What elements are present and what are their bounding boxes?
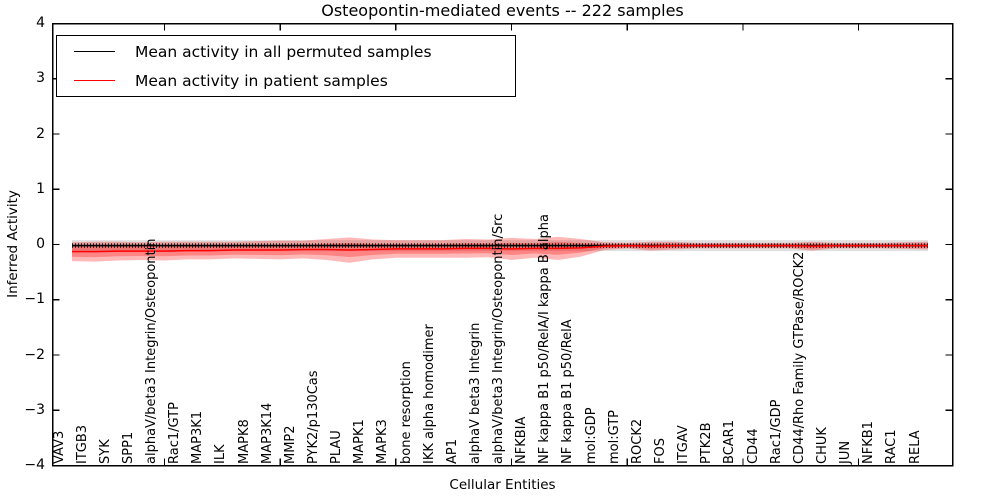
x-category-label: CHUK [814, 427, 830, 464]
y-tick-label: −2 [24, 346, 45, 363]
y-tick-label: −3 [24, 401, 45, 418]
x-category-label: ITGB3 [74, 424, 90, 464]
x-category-label: VAV3 [51, 430, 67, 464]
x-category-label: SPP1 [120, 431, 136, 464]
patient-std-band-outer [72, 236, 928, 263]
x-category-label: FOS [653, 438, 668, 464]
y-tick-label: 2 [36, 125, 45, 142]
x-category-label: PTK2B [699, 422, 715, 465]
x-category-label: alphaV/beta3 Integrin/Osteopontin/Src [491, 213, 507, 464]
y-tick-label: 1 [36, 180, 45, 197]
chart-title: Osteopontin-mediated events -- 222 sampl… [321, 1, 684, 20]
legend-item-permuted: Mean activity in all permuted samples [57, 37, 515, 66]
x-category-label: bone resorption [398, 361, 414, 464]
x-category-label: alphaV/beta3 Integrin/Osteopontin [144, 238, 160, 464]
x-category-label: CD44/Rho Family GTPase/ROCK2 [791, 251, 807, 464]
patient-line-sample-icon [74, 80, 115, 81]
x-category-label: SYK [97, 439, 113, 464]
x-category-label: ROCK2 [629, 418, 645, 464]
x-category-label: alphaV beta3 Integrin [467, 322, 483, 464]
legend: Mean activity in all permuted samples Me… [56, 35, 516, 97]
y-tick-label: 4 [36, 15, 45, 31]
x-category-label: MAPK8 [236, 419, 252, 464]
x-category-label: AP1 [444, 438, 460, 464]
legend-label-patient: Mean activity in patient samples [135, 71, 388, 90]
x-category-label: NFKB1 [861, 421, 877, 464]
x-category-label: Rac1/GDP [768, 399, 784, 464]
patient-mean-line [72, 244, 928, 253]
x-category-label: NFKBIA [514, 416, 530, 464]
x-category-label: JUN [838, 440, 854, 464]
x-category-label: MAP3K14 [259, 402, 275, 464]
x-category-label: IKK alpha homodimer [421, 324, 437, 464]
x-category-label: ILK [213, 444, 229, 464]
y-tick-label: 0 [36, 236, 45, 252]
x-category-label: MAP3K1 [190, 410, 206, 464]
x-category-label: CD44 [745, 428, 761, 464]
legend-label-permuted: Mean activity in all permuted samples [135, 42, 432, 61]
x-category-label: MAPK3 [375, 419, 391, 464]
x-category-label: ITGAV [676, 425, 692, 464]
x-category-label: MAPK1 [352, 419, 368, 464]
x-category-label: PLAU [329, 430, 345, 464]
x-category-label: mol:GDP [583, 407, 599, 464]
y-tick-label: −1 [24, 291, 45, 308]
x-category-label: RAC1 [884, 429, 900, 464]
permuted-line-sample-icon [74, 51, 115, 52]
x-category-label: BCAR1 [722, 420, 738, 464]
x-category-label: MMP2 [282, 425, 298, 464]
y-tick-label: 3 [36, 70, 45, 87]
x-category-label: NF kappa B1 p50/RelA [560, 319, 576, 464]
x-axis-label: Cellular Entities [449, 477, 556, 493]
legend-item-patient: Mean activity in patient samples [57, 66, 515, 95]
x-category-label: PYK2/p130Cas [305, 370, 321, 464]
y-tick-label: −4 [24, 457, 45, 473]
x-category-label: RELA [907, 430, 923, 464]
x-category-label: NF kappa B1 p50/RelA/I kappa B alpha [537, 214, 553, 464]
x-category-label: mol:GTP [606, 410, 622, 464]
x-category-label: Rac1/GTP [167, 402, 183, 464]
